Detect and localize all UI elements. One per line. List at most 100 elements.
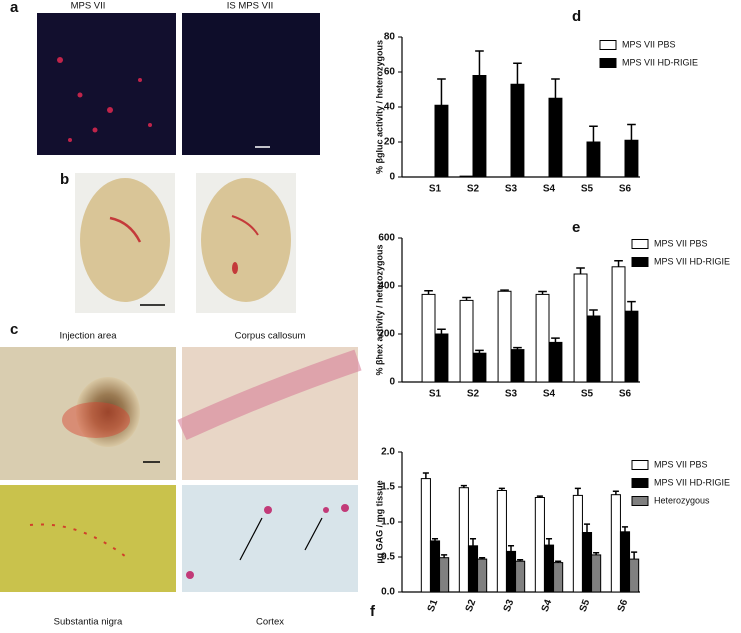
error-bar: [627, 300, 636, 312]
error-bar: [574, 487, 581, 496]
error-bar: [462, 296, 471, 301]
stain-spots: [186, 504, 349, 579]
error-bar: [507, 545, 515, 552]
x-tick-label: S4: [543, 184, 556, 195]
legend-swatch: [631, 496, 649, 506]
stain: [62, 402, 130, 438]
bar: [439, 557, 450, 593]
bar: [591, 554, 602, 593]
x-tick-label: S6: [616, 598, 631, 614]
bar: [434, 333, 449, 383]
error-bar: [589, 125, 598, 142]
bar: [548, 341, 563, 383]
error-bar: [612, 490, 619, 495]
error-bar: [589, 309, 598, 316]
panel-caption: Cortex: [256, 617, 284, 628]
stain: [231, 215, 259, 236]
error-bar: [475, 50, 484, 76]
bar: [553, 562, 564, 593]
error-bar: [536, 495, 543, 498]
x-tick-label: S4: [543, 389, 556, 400]
panel-letter: a: [10, 0, 19, 16]
bar: [505, 550, 517, 593]
error-bar: [555, 560, 562, 563]
panel-letter: f: [370, 603, 376, 620]
legend-label: MPS VII HD-RIGIE: [654, 256, 730, 266]
bar: [586, 141, 601, 178]
stain: [232, 262, 238, 274]
bar: [510, 83, 525, 178]
error-bar: [593, 552, 600, 555]
x-tick-label: S1: [426, 598, 441, 614]
bar: [572, 494, 583, 593]
error-bar: [614, 260, 623, 267]
error-bar: [431, 538, 439, 541]
y-tick-label: 200: [378, 329, 395, 340]
micrograph: [37, 13, 176, 155]
x-tick-label: S6: [619, 389, 632, 400]
error-bar: [475, 349, 484, 354]
y-tick-label: 600: [378, 233, 395, 244]
x-tick-label: S5: [581, 389, 594, 400]
bar: [515, 560, 526, 593]
legend-swatch: [599, 40, 617, 50]
bar: [586, 315, 601, 383]
legend-label: MPS VII PBS: [654, 238, 708, 248]
panel-caption: Injection area: [59, 331, 117, 342]
bar: [610, 494, 621, 593]
panel-caption: Corpus callosum: [235, 331, 306, 342]
stain: [76, 377, 140, 447]
bar: [420, 478, 431, 593]
bar: [543, 544, 555, 593]
x-tick-label: S4: [540, 598, 555, 614]
bar: [619, 531, 631, 593]
bar: [611, 266, 626, 383]
error-bar: [424, 290, 433, 295]
bar: [467, 545, 479, 593]
panel-letter: b: [60, 171, 69, 188]
bar: [624, 139, 639, 178]
bar: [497, 290, 512, 383]
y-tick-label: 0: [389, 377, 395, 388]
bar: [434, 104, 449, 178]
y-axis-label: % βhex activity / heterozygous: [374, 244, 384, 375]
x-tick-label: S2: [464, 598, 479, 614]
y-axis-label: µg GAG / mg tissue: [374, 480, 384, 563]
stain: [177, 349, 362, 441]
error-bar: [545, 538, 553, 546]
bar: [472, 352, 487, 383]
error-bar: [621, 526, 629, 532]
brain-section: [80, 178, 170, 302]
bar: [459, 175, 474, 178]
error-bar: [479, 556, 486, 560]
stain-spots: [57, 57, 152, 142]
legend-label: MPS VII HD-RIGIE: [654, 477, 730, 487]
bar: [496, 490, 507, 593]
bar: [581, 532, 593, 593]
bar: [459, 299, 474, 383]
brain-section: [201, 178, 291, 302]
bar: [421, 293, 436, 383]
bar: [472, 75, 487, 178]
x-tick-label: S5: [578, 598, 593, 614]
y-tick-label: 60: [384, 67, 396, 78]
x-tick-label: S2: [467, 184, 480, 195]
bar: [477, 558, 488, 593]
x-tick-label: S3: [502, 598, 517, 614]
error-bar: [498, 487, 505, 491]
bar: [429, 540, 441, 593]
y-tick-label: 400: [378, 281, 395, 292]
error-bar: [627, 123, 636, 141]
arrows: [239, 517, 323, 561]
x-tick-label: S6: [619, 184, 632, 195]
panel-letter: c: [10, 321, 18, 338]
y-tick-label: 0: [389, 172, 395, 183]
error-bar: [576, 267, 585, 274]
panel-caption: Substantia nigra: [54, 617, 123, 628]
panel-title: MPS VII: [71, 1, 106, 12]
error-bar: [437, 328, 446, 334]
bar: [573, 273, 588, 383]
legend-swatch: [631, 239, 649, 249]
legend-swatch: [631, 478, 649, 488]
